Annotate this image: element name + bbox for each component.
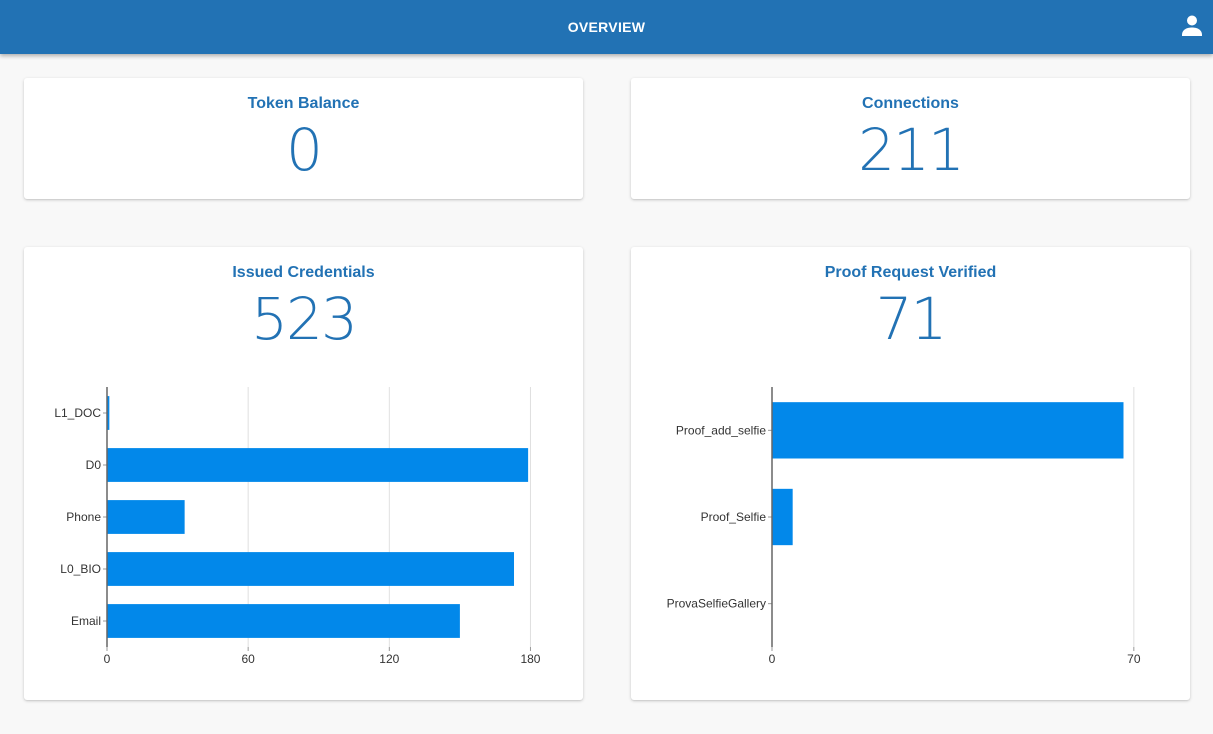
card-title: Issued Credentials [232, 264, 375, 281]
bar [772, 488, 793, 546]
bar [107, 604, 460, 638]
y-tick-label: Proof_add_selfie [676, 423, 766, 437]
x-tick-label: 0 [769, 652, 776, 666]
connections-card: Connections 211 [631, 78, 1190, 199]
card-title: Connections [862, 95, 959, 112]
token-balance-card: Token Balance 0 [24, 78, 583, 199]
card-title: Proof Request Verified [824, 264, 997, 281]
x-tick-label: 120 [379, 652, 399, 666]
card-title: Token Balance [247, 95, 360, 112]
proof-requests-card: Proof Request Verified 71 0 70 Proof_add_s… [631, 247, 1190, 700]
person-icon[interactable] [1181, 14, 1203, 38]
y-tick-label: Proof_Selfie [701, 510, 767, 524]
issued-credentials-chart: 0 60 120 180 L1_DOC D0 Phone L0_BIO Email [54, 387, 541, 666]
y-tick-label: L0_BIO [60, 562, 101, 576]
y-tick-label: Phone [66, 510, 101, 524]
x-tick-label: 60 [241, 652, 255, 666]
bar [107, 396, 110, 430]
y-tick-label: Email [71, 614, 101, 628]
y-tick-label: ProvaSelfieGallery [667, 597, 766, 611]
bar [107, 500, 185, 534]
connections-value: 211 [858, 116, 965, 184]
x-tick-label: 180 [520, 652, 540, 666]
bar [107, 552, 515, 586]
x-tick-label: 0 [104, 652, 111, 666]
bar [772, 402, 1124, 459]
bar [107, 448, 529, 482]
proof-requests-value: 71 [875, 285, 948, 353]
token-balance-value: 0 [286, 116, 323, 184]
issued-credentials-card: Issued Credentials 523 0 60 120 180 L1_DOC D0… [24, 247, 583, 700]
proof-requests-chart: 0 70 Proof_add_selfie Proof_Selfie ProvaSelf… [667, 387, 1141, 666]
issued-credentials-value: 523 [251, 285, 358, 353]
y-tick-label: L1_DOC [54, 406, 101, 420]
page-title: OVERVIEW [567, 19, 646, 35]
x-tick-label: 70 [1127, 652, 1141, 666]
y-tick-label: D0 [86, 458, 102, 472]
app-bar: OVERVIEW [0, 0, 1213, 54]
